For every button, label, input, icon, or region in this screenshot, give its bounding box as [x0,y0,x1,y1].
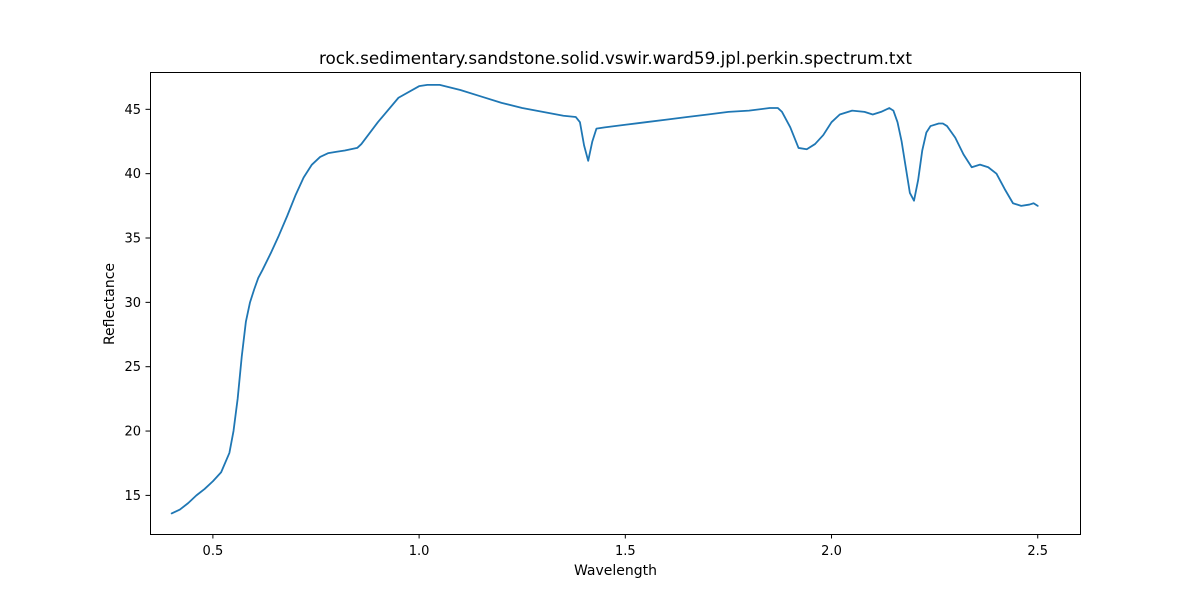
x-tick-label: 2.0 [821,544,842,559]
axes-frame [150,72,1081,535]
x-tick-label: 2.5 [1027,544,1048,559]
chart-title: rock.sedimentary.sandstone.solid.vswir.w… [319,48,912,68]
y-tick-label: 35 [124,232,141,247]
x-tick-label: 1.0 [409,544,430,559]
y-tick-label: 40 [124,167,141,182]
x-tick-label: 0.5 [203,544,224,559]
y-tick-label: 20 [124,425,141,440]
y-axis: 15 20 25 30 35 40 45 [124,103,150,504]
x-axis: 0.5 1.0 1.5 2.0 2.5 [203,534,1048,559]
series-line-0 [170,83,1039,515]
y-tick-label: 15 [124,489,141,504]
y-tick-label: 30 [124,296,141,311]
y-axis-label: Reflectance [102,263,118,345]
plot-area [170,83,1039,515]
y-tick-label: 25 [124,360,141,375]
x-axis-label: Wavelength [574,563,657,579]
x-tick-label: 1.5 [615,544,636,559]
y-tick-label: 45 [124,103,141,118]
